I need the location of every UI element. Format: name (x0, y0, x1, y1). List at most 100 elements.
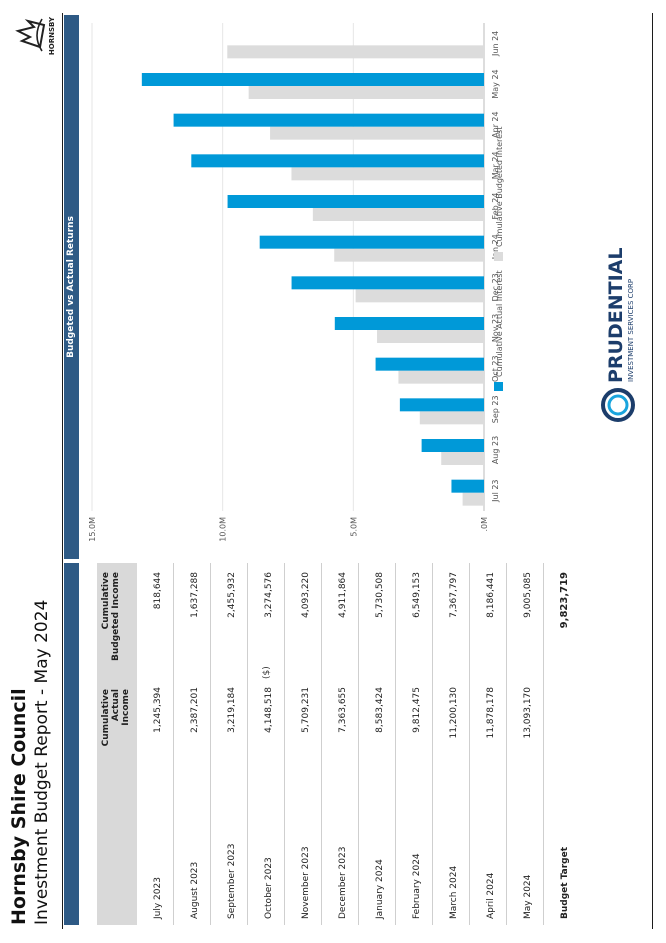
table-row: October 2023 4,148,518 3,274,576 (248, 563, 285, 925)
budgeted-bar (227, 45, 485, 59)
row-actual: 8,583,424 (375, 687, 385, 733)
legend-actual: Cumulative Actual Interest (495, 270, 504, 377)
returns-bar-chart: .0M 5.0M 10.0M 15.0M Jul 23 Aug 23 Sep 23 Oct 2… (88, 23, 504, 542)
actual-bar (191, 154, 484, 168)
legend-swatch-actual (494, 382, 503, 391)
budgeted-bar (377, 330, 484, 343)
council-title: Hornsby Shire Council (8, 688, 30, 925)
report-title-block: Hornsby Shire Council Investment Budget … (8, 600, 53, 925)
row-month: December 2023 (338, 846, 348, 919)
row-budgeted: 4,093,220 (301, 572, 311, 618)
row-month: September 2023 (227, 843, 237, 919)
actual-bar (334, 317, 484, 330)
y-tick-label: 5.0M (349, 517, 358, 537)
table-row: July 2023 1,245,394 818,644 (137, 563, 174, 925)
col-actual-header: Cumulative Actual Income (101, 689, 131, 747)
y-axis-label: ($) (262, 666, 272, 679)
row-actual: 11,878,178 (486, 687, 496, 739)
row-actual: 7,363,655 (338, 687, 348, 733)
table-row: September 2023 3,219,184 2,455,932 (211, 563, 248, 925)
row-budgeted: 4,911,864 (338, 572, 348, 618)
x-tick-label: Mar 24 (491, 151, 500, 179)
prudential-logo: PRUDENTIAL INVESTMENT SERVICES CORP (601, 248, 635, 422)
table-row: November 2023 5,709,231 4,093,220 (285, 563, 322, 925)
budgeted-bar (334, 248, 484, 262)
row-month: July 2023 (153, 877, 163, 919)
x-tick-label: Oct 23 (491, 355, 500, 382)
y-tick-label: 10.0M (219, 517, 228, 542)
budget-target-label: Budget Target (560, 846, 570, 919)
table-row: March 2024 11,200,130 7,367,797 (433, 563, 470, 925)
budgeted-bar (398, 370, 484, 384)
table-row: January 2024 8,583,424 5,730,508 (359, 563, 396, 925)
row-actual: 11,200,130 (449, 687, 459, 739)
x-tick-label: Aug 23 (491, 436, 500, 464)
row-budgeted: 9,005,085 (523, 572, 533, 618)
header-rule (62, 13, 63, 929)
actual-bar (399, 398, 484, 412)
row-actual: 4,148,518 (264, 687, 274, 733)
budgeted-bar (355, 289, 484, 303)
budgeted-bar (270, 126, 484, 140)
row-actual: 1,245,394 (153, 687, 163, 733)
chart-title: Budgeted vs Actual Returns (64, 15, 79, 559)
table-header-band (64, 563, 79, 925)
budgeted-bar (462, 492, 485, 506)
legend-swatch-budgeted (494, 252, 503, 261)
row-month: March 2024 (449, 865, 459, 919)
x-tick-label: May 24 (491, 69, 500, 98)
row-actual: 2,387,201 (190, 687, 200, 733)
y-tick-label: .0M (480, 517, 489, 532)
report-subtitle: Investment Budget Report - May 2024 (32, 599, 52, 925)
actual-bar (173, 113, 484, 127)
actual-bar (421, 439, 484, 452)
col-budgeted-header: Cumulative Budgeted Income (101, 572, 121, 661)
table-row: August 2023 2,387,201 1,637,288 (174, 563, 211, 925)
budget-target-row: Budget Target 9,823,719 (544, 563, 580, 925)
hornsby-logo-text: HORNSBY (48, 16, 56, 55)
actual-bar (375, 357, 484, 371)
row-budgeted: 8,186,441 (486, 572, 496, 618)
legend-budgeted: Cumulative Budgeted Interest (495, 127, 504, 247)
y-tick-label: 15.0M (88, 517, 97, 542)
hornsby-logo-icon: HORNSBY (15, 16, 56, 55)
table-row: December 2023 7,363,655 4,911,864 (322, 563, 359, 925)
row-actual: 9,812,475 (412, 687, 422, 733)
x-tick-label: Jan 24 (491, 234, 500, 260)
x-tick-label: Dec 23 (491, 273, 500, 301)
x-tick-label: Sep 23 (491, 395, 500, 423)
row-month: January 2024 (375, 859, 385, 919)
budgeted-bar (248, 86, 484, 99)
row-budgeted: 1,637,288 (190, 572, 200, 618)
row-budgeted: 3,274,576 (264, 572, 274, 618)
budgeted-bar (441, 452, 485, 465)
budget-target-value: 9,823,719 (559, 572, 570, 629)
actual-bar (291, 276, 484, 290)
row-month: October 2023 (264, 857, 274, 919)
actual-bar (141, 73, 485, 86)
row-month: November 2023 (301, 846, 311, 919)
x-tick-label: Apr 24 (491, 111, 500, 138)
budgeted-bar (419, 411, 484, 425)
table-column-header: Cumulative Actual Income Cumulative Budg… (97, 563, 137, 925)
prudential-ring-icon (601, 388, 635, 422)
actual-bar (227, 195, 484, 208)
table-row: February 2024 9,812,475 6,549,153 (396, 563, 433, 925)
row-actual: 3,219,184 (227, 687, 237, 733)
row-actual: 5,709,231 (301, 687, 311, 733)
x-tick-label: Jun 24 (491, 31, 500, 57)
row-budgeted: 818,644 (153, 572, 163, 610)
budgeted-bar (312, 208, 484, 221)
x-tick-label: Feb 24 (491, 193, 500, 220)
row-actual: 13,093,170 (523, 687, 533, 739)
row-budgeted: 2,455,932 (227, 572, 237, 618)
table-row: May 2024 13,093,170 9,005,085 (507, 563, 544, 925)
prudential-brand-sub: INVESTMENT SERVICES CORP (627, 279, 635, 382)
table-row: April 2024 11,878,178 8,186,441 (470, 563, 507, 925)
row-budgeted: 5,730,508 (375, 572, 385, 618)
footer-rule (652, 13, 653, 929)
row-month: August 2023 (190, 861, 200, 919)
row-budgeted: 6,549,153 (412, 572, 422, 618)
row-month: May 2024 (523, 874, 533, 919)
